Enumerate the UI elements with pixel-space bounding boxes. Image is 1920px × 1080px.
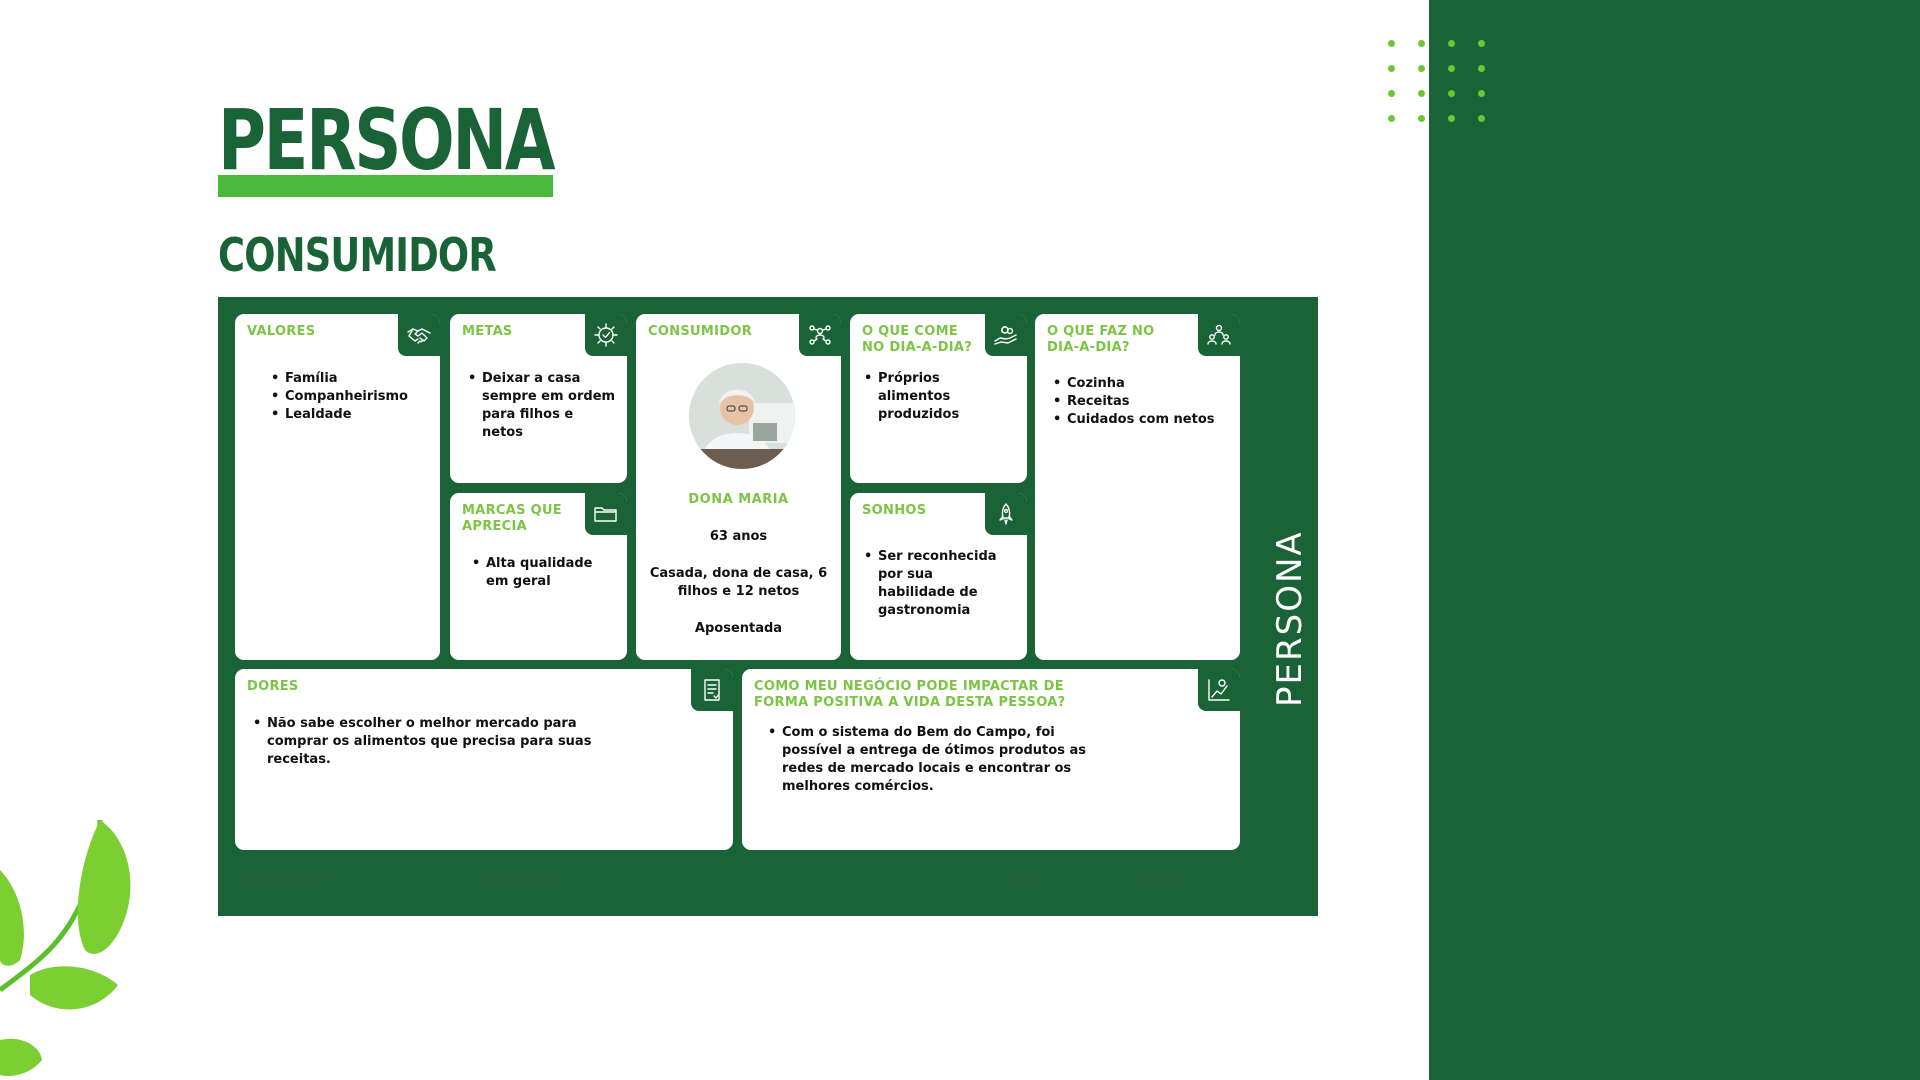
card-title-line2: APRECIA [462, 519, 528, 534]
card-title-line1: O QUE COME [862, 324, 958, 339]
persona-canvas: VALORES Família Companheirismo Lealdade … [218, 297, 1318, 916]
card-dores: DORES Não sabe escolher o melhor mercado… [235, 669, 733, 850]
list-item: Família [271, 370, 408, 388]
card-o-que-come: O QUE COME NO DIA-A-DIA? Próprios alimen… [850, 314, 1027, 483]
footer-designed-by: DESIGNED BY [484, 875, 558, 886]
card-title: MARCAS QUE APRECIA [462, 503, 562, 535]
decorative-dot [1478, 40, 1485, 47]
o-que-faz-list: Cozinha Receitas Cuidados com netos [1053, 375, 1215, 429]
persona-status-line1: Casada, dona de casa, 6 [649, 566, 828, 581]
folder-icon [585, 493, 627, 535]
decorative-dot [1448, 90, 1455, 97]
list-item: Ser reconhecida por sua habilidade de ga… [864, 548, 1014, 620]
gear-check-icon [585, 314, 627, 356]
decorative-dot [1418, 115, 1425, 122]
decorative-dot [1418, 40, 1425, 47]
card-title-line1: COMO MEU NEGÓCIO PODE IMPACTAR DE [754, 679, 1064, 694]
decorative-dot [1418, 65, 1425, 72]
decorative-dot-grid [1388, 40, 1498, 130]
list-item: Próprios alimentos produzidos [864, 370, 1014, 424]
chart-money-icon [1198, 669, 1240, 711]
decorative-dot [1478, 90, 1485, 97]
page-subtitle: CONSUMIDOR [218, 228, 497, 282]
decorative-dot [1388, 115, 1395, 122]
valores-list: Família Companheirismo Lealdade [271, 370, 408, 424]
card-marcas: MARCAS QUE APRECIA Alta qualidade em ger… [450, 493, 627, 660]
card-title: CONSUMIDOR [648, 324, 753, 339]
people-network-icon [799, 314, 841, 356]
document-icon [691, 669, 733, 711]
vertical-persona-label: PERSONA [1270, 530, 1310, 707]
decorative-dot [1418, 90, 1425, 97]
page-title: PERSONA [218, 91, 556, 189]
decorative-dot [1478, 115, 1485, 122]
title-underline [218, 175, 553, 197]
persona-photo [689, 363, 795, 469]
persona-occupation: Aposentada [694, 621, 783, 636]
list-item: Cozinha [1053, 375, 1215, 393]
decorative-dot [1388, 40, 1395, 47]
card-title: O QUE FAZ NO DIA-A-DIA? [1047, 324, 1155, 356]
persona-status-line2: filhos e 12 netos [677, 584, 800, 599]
card-metas: METAS Deixar a casa sempre em ordem para… [450, 314, 627, 483]
list-item: Receitas [1053, 393, 1215, 411]
footer-designed-for: DESIGNED FOR [246, 875, 329, 886]
card-consumidor: CONSUMIDOR DONA MARIA 63 anos Casada, do… [636, 314, 841, 660]
right-green-panel [1429, 0, 1920, 1080]
card-sonhos: SONHOS Ser reconhecida por sua habilidad… [850, 493, 1027, 660]
hand-food-icon [985, 314, 1027, 356]
impacto-list: Com o sistema do Bem do Campo, foi possí… [768, 724, 1118, 796]
dores-list: Não sabe escolher o melhor mercado para … [253, 715, 623, 769]
card-impacto: COMO MEU NEGÓCIO PODE IMPACTAR DE FORMA … [742, 669, 1240, 850]
list-item: Lealdade [271, 406, 408, 424]
handshake-icon [398, 314, 440, 356]
rocket-icon [985, 493, 1027, 535]
list-item: Com o sistema do Bem do Campo, foi possí… [768, 724, 1118, 796]
card-title-line2: DIA-A-DIA? [1047, 340, 1130, 355]
persona-age: 63 anos [709, 529, 768, 544]
card-title: SONHOS [862, 503, 927, 518]
card-valores: VALORES Família Companheirismo Lealdade [235, 314, 440, 660]
decorative-dot [1388, 90, 1395, 97]
card-title: DORES [247, 679, 299, 694]
persona-name: DONA MARIA [688, 492, 789, 507]
o-que-come-list: Próprios alimentos produzidos [864, 370, 1014, 424]
list-item: Alta qualidade em geral [472, 555, 602, 591]
footer-version: VERSION [1138, 875, 1187, 886]
card-title-line2: NO DIA-A-DIA? [862, 340, 973, 355]
card-title: VALORES [247, 324, 316, 339]
card-title: COMO MEU NEGÓCIO PODE IMPACTAR DE FORMA … [754, 679, 1065, 711]
leaf-decoration [0, 820, 131, 1077]
decorative-dot [1448, 40, 1455, 47]
card-title-line2: FORMA POSITIVA A VIDA DESTA PESSOA? [754, 695, 1066, 710]
card-o-que-faz: O QUE FAZ NO DIA-A-DIA? Cozinha Receitas… [1035, 314, 1240, 660]
marcas-list: Alta qualidade em geral [472, 555, 602, 591]
decorative-dot [1478, 65, 1485, 72]
list-item: Não sabe escolher o melhor mercado para … [253, 715, 623, 769]
card-title: O QUE COME NO DIA-A-DIA? [862, 324, 972, 356]
team-icon [1198, 314, 1240, 356]
card-title-line1: O QUE FAZ NO [1047, 324, 1155, 339]
list-item: Companheirismo [271, 388, 408, 406]
list-item: Deixar a casa sempre em ordem para filho… [468, 370, 618, 442]
footer-date: DATE [1011, 875, 1040, 886]
card-title: METAS [462, 324, 513, 339]
decorative-dot [1448, 65, 1455, 72]
list-item: Cuidados com netos [1053, 411, 1215, 429]
decorative-dot [1448, 115, 1455, 122]
card-title-line1: MARCAS QUE [462, 503, 562, 518]
metas-list: Deixar a casa sempre em ordem para filho… [468, 370, 618, 442]
decorative-dot [1388, 65, 1395, 72]
sonhos-list: Ser reconhecida por sua habilidade de ga… [864, 548, 1014, 620]
